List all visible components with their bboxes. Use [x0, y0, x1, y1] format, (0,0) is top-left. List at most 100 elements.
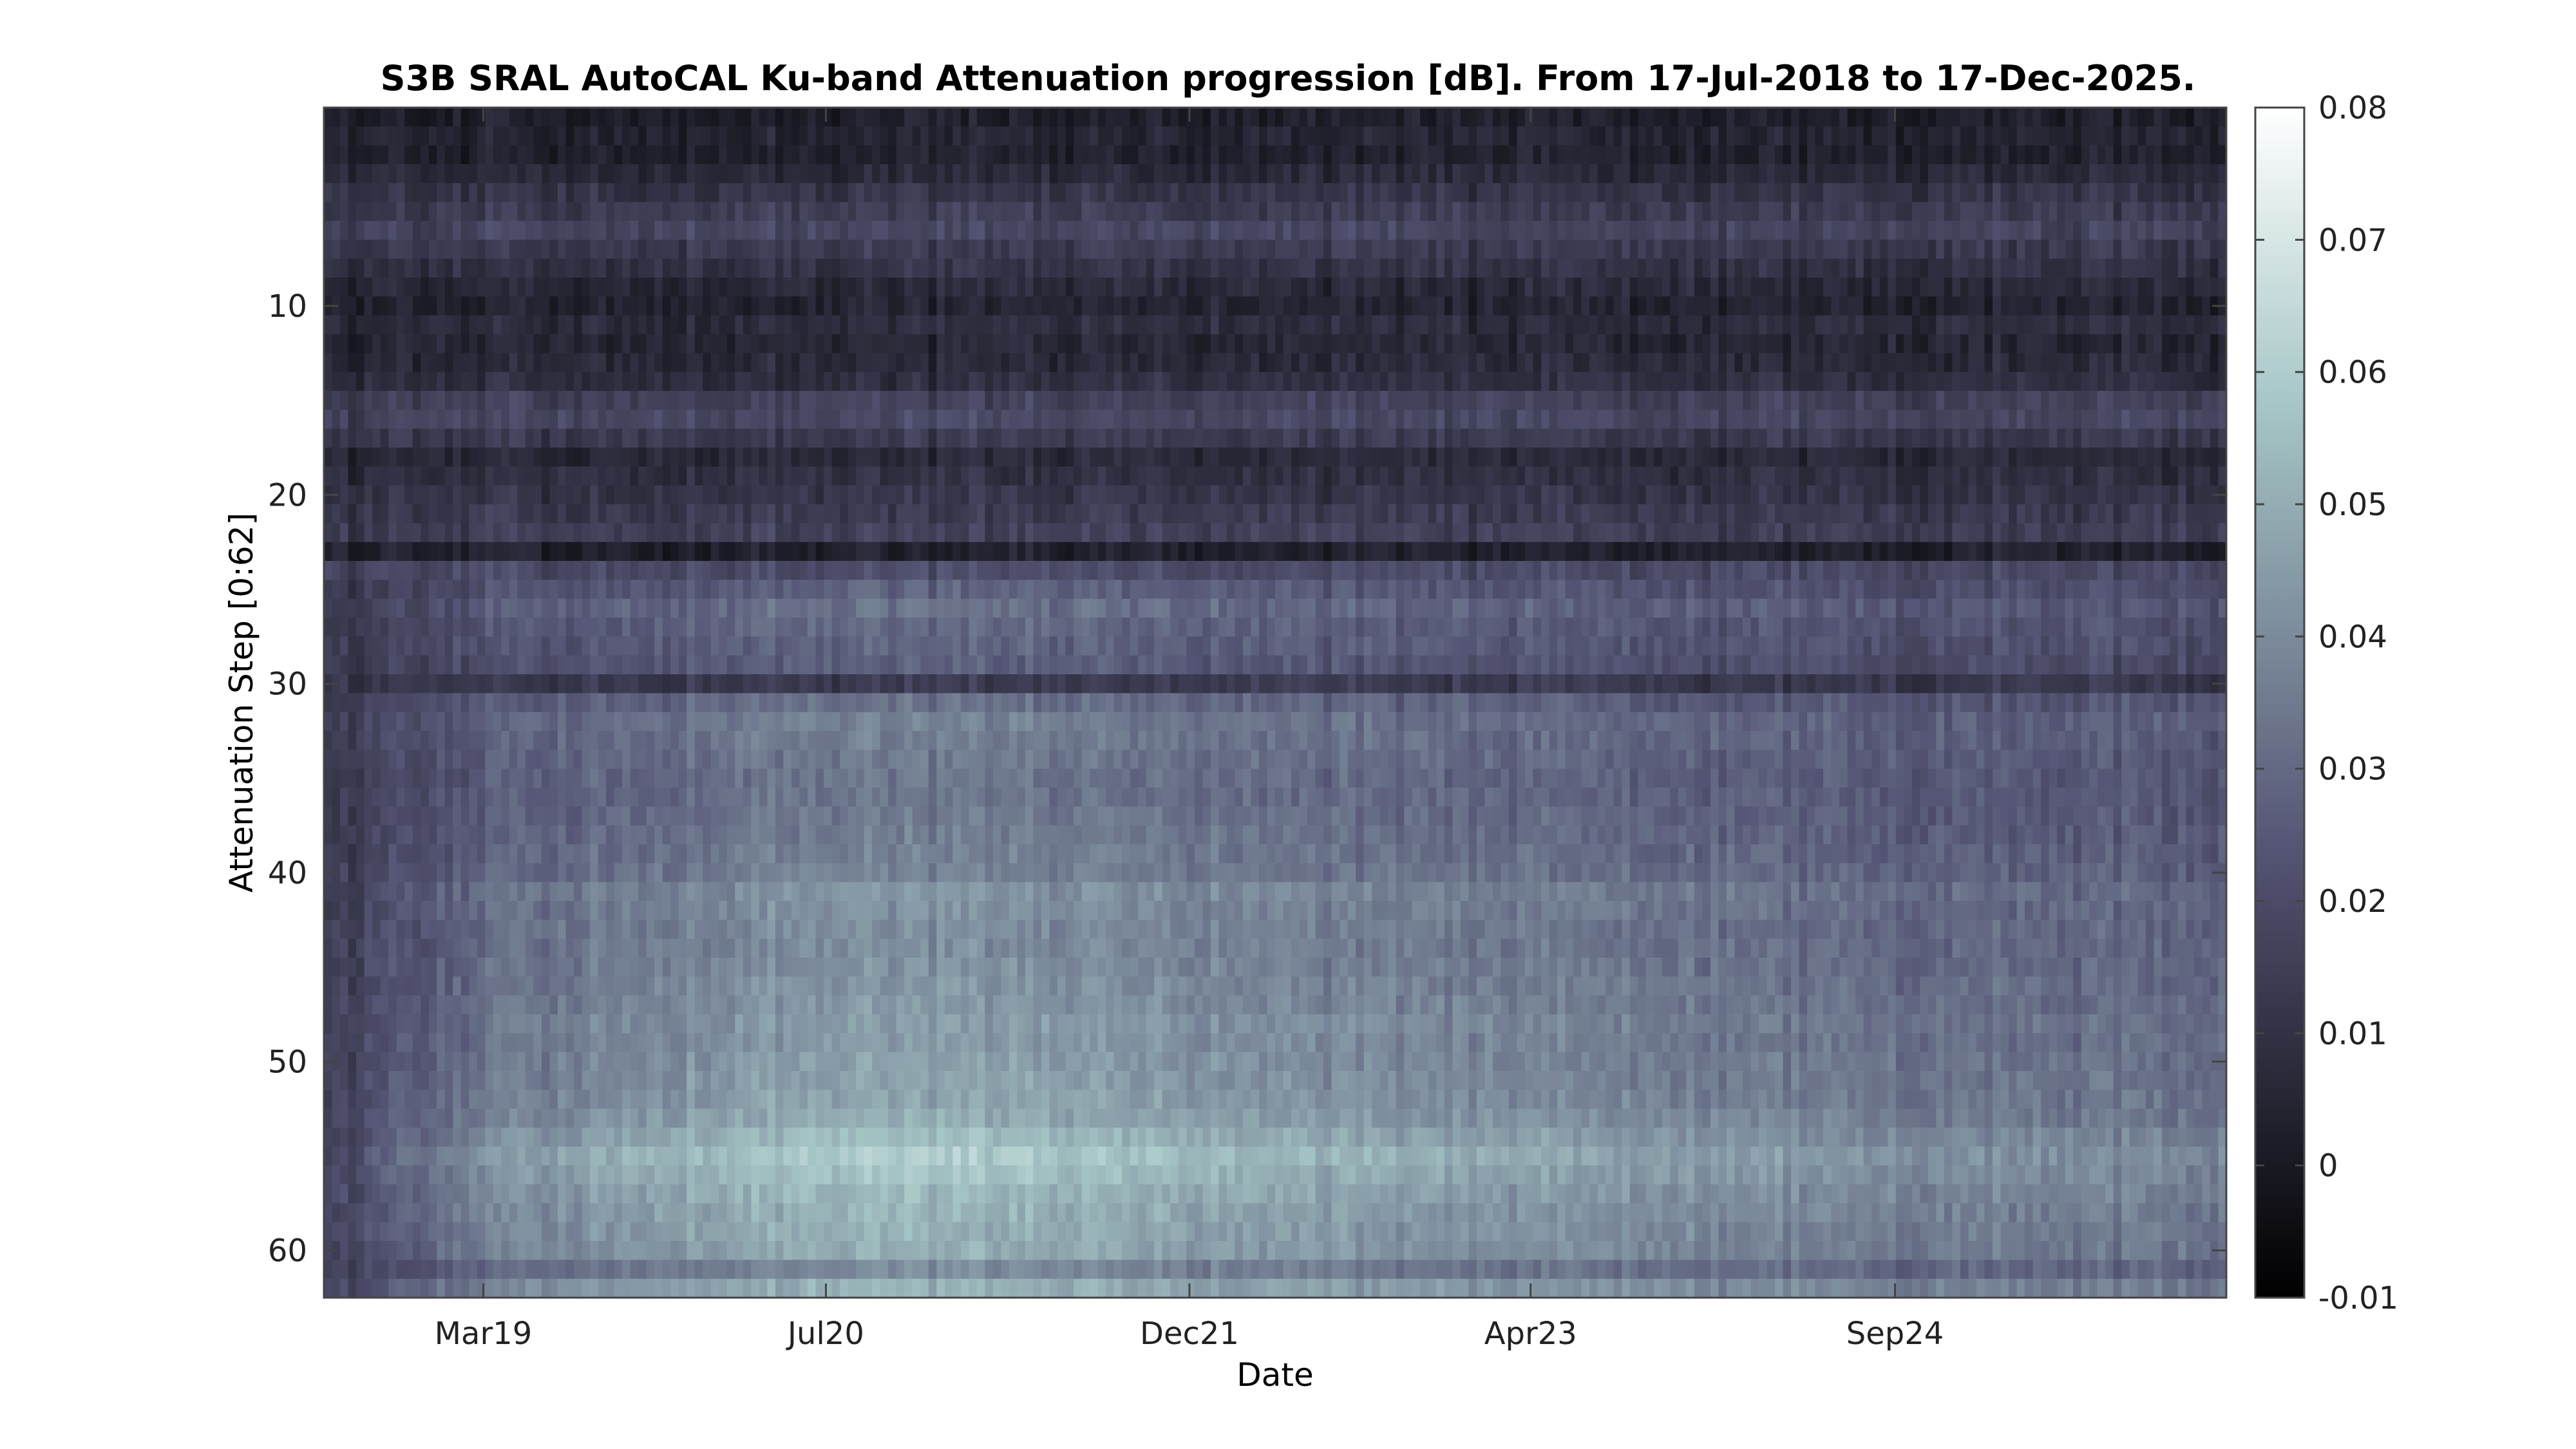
heatmap-cell [1404, 353, 1413, 373]
heatmap-cell [848, 334, 857, 354]
heatmap-cell [1775, 315, 1784, 335]
heatmap-cell [1968, 353, 1977, 373]
heatmap-cell [1041, 334, 1050, 354]
heatmap-cell [1533, 164, 1542, 184]
heatmap-cell [2073, 296, 2082, 316]
heatmap-cell [1178, 353, 1187, 373]
heatmap-cell [1927, 372, 1937, 392]
heatmap-cell [606, 240, 615, 260]
heatmap-cell [1573, 183, 1582, 203]
heatmap-cell [678, 126, 687, 146]
heatmap-cell [364, 145, 373, 165]
heatmap-cell [541, 108, 551, 127]
heatmap-cell [2186, 448, 2195, 467]
heatmap-cell [1775, 258, 1784, 278]
heatmap-cell [332, 145, 341, 165]
heatmap-cell [1645, 353, 1654, 373]
heatmap-cell [1927, 410, 1937, 430]
heatmap-cell [1775, 202, 1784, 222]
heatmap-cell [1662, 221, 1671, 240]
heatmap-cell [493, 428, 502, 448]
heatmap-cell [1484, 108, 1493, 127]
heatmap-cell [404, 410, 413, 430]
heatmap-cell [888, 466, 897, 486]
heatmap-cell [1242, 145, 1252, 165]
heatmap-cell [1090, 315, 1099, 335]
heatmap-cell [1492, 334, 1502, 354]
heatmap-cell [2049, 240, 2058, 260]
heatmap-cell [1904, 108, 1913, 127]
heatmap-cell [1920, 485, 1929, 505]
heatmap-cell [1331, 485, 1340, 505]
heatmap-cell [1460, 485, 1470, 505]
heatmap-cell [1638, 485, 1647, 505]
heatmap-cell [541, 391, 551, 410]
heatmap-cell [808, 258, 817, 278]
heatmap-cell [2000, 183, 2009, 203]
heatmap-cell [517, 126, 526, 146]
heatmap-cell [606, 315, 615, 335]
heatmap-cell [364, 485, 373, 505]
heatmap-cell [992, 145, 1002, 165]
heatmap-cell [2121, 485, 2130, 505]
heatmap-cell [1210, 372, 1219, 392]
heatmap-cell [1041, 258, 1050, 278]
heatmap-cell [1291, 353, 1300, 373]
heatmap-cell [1904, 428, 1913, 448]
heatmap-cell [501, 391, 510, 410]
heatmap-cell [1356, 258, 1365, 278]
heatmap-cell [509, 372, 518, 392]
heatmap-cell [1251, 258, 1260, 278]
heatmap-cell [2113, 258, 2122, 278]
heatmap-cell [477, 296, 486, 316]
heatmap-cell [1573, 258, 1582, 278]
heatmap-cell [1242, 183, 1252, 203]
heatmap-cell [2089, 448, 2098, 467]
heatmap-cell [743, 145, 752, 165]
heatmap-cell [340, 126, 349, 146]
heatmap-cell [1589, 183, 1598, 203]
heatmap-cell [985, 278, 994, 297]
heatmap-cell [2057, 410, 2066, 430]
heatmap-cell [1759, 202, 1768, 222]
heatmap-cell [1396, 428, 1405, 448]
heatmap-cell [630, 372, 639, 392]
heatmap-cell [944, 164, 953, 184]
heatmap-cell [726, 428, 735, 448]
heatmap-cell [372, 164, 381, 184]
heatmap-cell [453, 240, 462, 260]
heatmap-cell [1081, 448, 1090, 467]
heatmap-cell [2113, 126, 2122, 146]
heatmap-cell [831, 126, 840, 146]
heatmap-cell [840, 466, 849, 486]
heatmap-cell [1049, 428, 1058, 448]
heatmap-cell [348, 410, 357, 430]
heatmap-cell [1605, 296, 1615, 316]
heatmap-cell [1742, 372, 1752, 392]
heatmap-cell [1557, 164, 1566, 184]
heatmap-cell [2032, 278, 2041, 297]
heatmap-cell [1106, 221, 1115, 240]
heatmap-cell [976, 485, 985, 505]
heatmap-cell [1186, 466, 1195, 486]
heatmap-cell [1960, 448, 1969, 467]
heatmap-cell [735, 221, 744, 240]
heatmap-cell [2218, 428, 2227, 448]
heatmap-cell [767, 202, 776, 222]
heatmap-cell [1501, 485, 1510, 505]
heatmap-cell [2161, 126, 2170, 146]
heatmap-cell [1993, 183, 2002, 203]
heatmap-cell [880, 183, 889, 203]
heatmap-cell [404, 164, 413, 184]
heatmap-cell [606, 485, 615, 505]
heatmap-cell [759, 391, 768, 410]
heatmap-cell [743, 353, 752, 373]
heatmap-cell [824, 315, 833, 335]
heatmap-cell [1283, 221, 1292, 240]
heatmap-cell [501, 504, 510, 524]
heatmap-cell [372, 428, 381, 448]
heatmap-cell [1275, 391, 1284, 410]
heatmap-cell [437, 221, 446, 240]
heatmap-cell [2016, 183, 2025, 203]
heatmap-cell [630, 221, 639, 240]
